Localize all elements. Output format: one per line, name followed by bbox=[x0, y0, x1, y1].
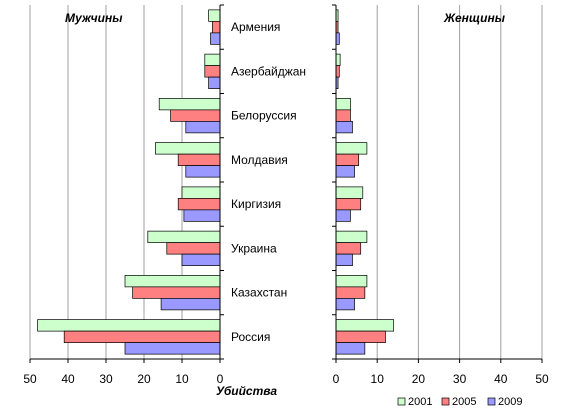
men-bar bbox=[37, 319, 221, 332]
men-tick-label: 40 bbox=[61, 372, 75, 386]
men-bar bbox=[160, 298, 221, 311]
women-tick-label: 10 bbox=[371, 372, 385, 386]
men-bar bbox=[177, 198, 221, 211]
men-tick-label: 20 bbox=[137, 372, 151, 386]
legend: 2001 2005 2009 bbox=[397, 396, 522, 408]
legend-label: 2005 bbox=[452, 396, 476, 408]
women-tick-label: 0 bbox=[333, 372, 340, 386]
men-bar bbox=[208, 9, 221, 22]
men-bar bbox=[204, 65, 221, 78]
men-bar bbox=[204, 53, 221, 66]
women-panel-title: Женщины bbox=[443, 11, 506, 25]
men-bar bbox=[181, 186, 221, 199]
women-bar bbox=[335, 98, 351, 111]
women-tick-label: 50 bbox=[535, 372, 549, 386]
men-bar bbox=[177, 153, 221, 166]
legend-swatch bbox=[441, 397, 450, 406]
men-bar bbox=[181, 253, 221, 266]
women-bar bbox=[335, 121, 353, 134]
women-bar bbox=[335, 186, 364, 199]
legend-swatch bbox=[397, 397, 406, 406]
women-bar bbox=[335, 275, 368, 288]
category-labels: Армения Азербайджан Белоруссия Молдавия Кирг… bbox=[231, 20, 306, 344]
women-tick-label: 20 bbox=[412, 372, 426, 386]
category-label: Казахстан bbox=[231, 286, 287, 300]
legend-label: 2001 bbox=[408, 396, 432, 408]
category-label: Молдавия bbox=[231, 153, 288, 167]
men-bar bbox=[147, 230, 221, 243]
women-bar bbox=[335, 153, 360, 166]
legend-swatch bbox=[487, 397, 496, 406]
men-bar bbox=[170, 109, 221, 122]
category-label: Украина bbox=[231, 241, 277, 255]
category-label: Армения bbox=[231, 20, 280, 34]
category-label: Белоруссия bbox=[231, 109, 297, 123]
men-tick-label: 10 bbox=[175, 372, 189, 386]
men-bar bbox=[155, 142, 221, 155]
women-bar bbox=[335, 53, 341, 66]
x-axis-title: Убийства bbox=[216, 384, 277, 398]
axes: 50 40 30 20 10 0 0 10 20 30 40 50 bbox=[23, 4, 549, 386]
women-bar bbox=[335, 142, 368, 155]
women-bar bbox=[335, 342, 366, 355]
women-bar bbox=[335, 198, 362, 211]
men-bar bbox=[166, 242, 221, 255]
men-bar bbox=[158, 98, 221, 111]
men-tick-label: 30 bbox=[99, 372, 113, 386]
category-label: Киргизия bbox=[231, 197, 281, 211]
category-label: Россия bbox=[231, 330, 270, 344]
men-bar bbox=[63, 330, 221, 343]
men-tick-label: 50 bbox=[23, 372, 37, 386]
men-bar bbox=[183, 209, 221, 222]
category-label: Азербайджан bbox=[231, 64, 306, 78]
women-bar bbox=[335, 286, 366, 299]
men-bar bbox=[185, 165, 221, 178]
bars bbox=[37, 9, 395, 355]
men-panel-title: Мужчины bbox=[65, 11, 123, 25]
women-bar bbox=[335, 209, 351, 222]
men-bar bbox=[210, 32, 221, 45]
women-bar bbox=[335, 242, 362, 255]
women-bar bbox=[335, 319, 395, 332]
men-bar bbox=[208, 76, 221, 89]
women-bar bbox=[335, 165, 355, 178]
men-bar bbox=[124, 342, 221, 355]
women-bar bbox=[335, 109, 351, 122]
legend-label: 2009 bbox=[498, 396, 522, 408]
men-bar bbox=[132, 286, 221, 299]
gridlines bbox=[29, 5, 543, 359]
men-bar bbox=[185, 121, 221, 134]
women-bar bbox=[335, 330, 386, 343]
men-tick-label: 0 bbox=[217, 372, 224, 386]
women-bar bbox=[335, 230, 368, 243]
men-bar bbox=[212, 21, 221, 34]
women-bar bbox=[335, 298, 355, 311]
men-bar bbox=[124, 275, 221, 288]
women-tick-label: 30 bbox=[453, 372, 467, 386]
women-bar bbox=[335, 253, 353, 266]
women-tick-label: 40 bbox=[494, 372, 508, 386]
